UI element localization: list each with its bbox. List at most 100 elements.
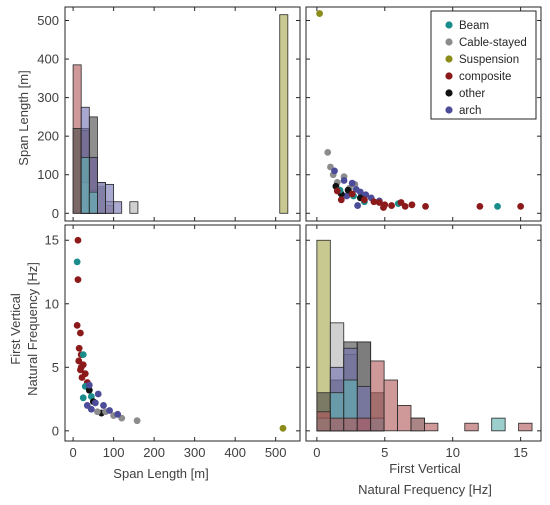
x-axis-label-frequency-line1: First Vertical — [389, 461, 461, 476]
point-beam-17 — [79, 394, 87, 402]
bar-composite-26 — [410, 417, 425, 432]
point-suspension-0 — [316, 10, 323, 17]
x-axis-label-span-length: Span Length [m] — [113, 466, 208, 481]
y-tick-label: 200 — [37, 129, 59, 144]
x-tick-label: 500 — [265, 445, 287, 460]
point-cable-stayed-1 — [324, 148, 332, 156]
point-cable-stayed-25 — [133, 417, 141, 425]
y-tick-label: 500 — [37, 13, 59, 28]
bar-other-5 — [72, 128, 82, 214]
y-axis-label-frequency-line2: Natural Frequency [Hz] — [25, 262, 40, 396]
legend-label-arch: arch — [459, 105, 481, 117]
point-arch-8 — [331, 167, 338, 175]
point-arch-31 — [106, 407, 113, 414]
bar-arch-17 — [105, 183, 115, 214]
bar-arch-16 — [97, 182, 106, 214]
panel-bottom-left: 0 100 200 300 400 500 0 5 10 15 — [45, 224, 301, 460]
x-tick-label: 400 — [224, 445, 246, 460]
bar-composite-22 — [356, 417, 372, 432]
bar-cable-stayed-13 — [129, 201, 139, 214]
legend-marker-beam — [445, 21, 453, 29]
point-arch-12 — [356, 188, 364, 196]
point-composite-38 — [422, 202, 429, 210]
point-composite-2 — [74, 276, 82, 284]
legend-marker-composite — [445, 72, 453, 80]
point-composite-28 — [337, 196, 345, 204]
point-beam-26 — [494, 202, 501, 210]
point-composite-39 — [476, 202, 484, 210]
legend: Beam Cable-stayed Suspension composite o… — [430, 10, 537, 120]
y-axis-label-span-length: Span Length [m] — [16, 70, 31, 165]
legend-marker-cable-stayed — [445, 38, 453, 46]
axes-frame — [64, 6, 301, 222]
x-axis-label-frequency-line2: Natural Frequency [Hz] — [358, 482, 492, 497]
y-tick-label: 15 — [45, 233, 59, 248]
legend-marker-other — [445, 89, 453, 97]
point-composite-5 — [75, 344, 83, 352]
y-tick-label: 300 — [37, 90, 59, 105]
bar-composite-19 — [316, 411, 331, 432]
y-tick-label: 100 — [37, 167, 59, 182]
bar-composite-20 — [329, 417, 345, 432]
point-composite-4 — [77, 329, 84, 337]
x-tick-label: 0 — [313, 445, 320, 460]
point-arch-32 — [114, 410, 122, 418]
x-tick-label: 300 — [184, 445, 206, 460]
x-tick-label: 5 — [381, 445, 388, 460]
x-tick-label: 200 — [143, 445, 165, 460]
legend-marker-arch — [445, 106, 453, 114]
point-arch-15 — [343, 192, 351, 200]
bar-composite-29 — [518, 422, 533, 432]
bar-composite-27 — [424, 422, 439, 432]
panel-top-left: 0 100 200 300 400 500 — [37, 6, 301, 222]
axes-frame — [305, 6, 542, 222]
x-tick-label: 100 — [103, 445, 125, 460]
point-composite-27 — [333, 187, 341, 195]
panel-bottom-right: 0 5 10 15 — [305, 224, 542, 460]
bar-composite-28 — [464, 422, 479, 432]
axes-frame — [64, 224, 301, 442]
point-composite-7 — [75, 357, 83, 365]
point-arch-28 — [91, 399, 99, 407]
y-tick-label: 400 — [37, 52, 59, 67]
panel-top-right — [305, 6, 542, 222]
point-beam-14 — [79, 351, 87, 358]
point-cable-stayed-21 — [94, 408, 101, 416]
legend-label-cable-stayed: Cable-stayed — [459, 37, 527, 49]
point-arch-29 — [94, 390, 102, 398]
bar-composite-24 — [383, 379, 398, 432]
point-arch-10 — [348, 179, 356, 187]
point-beam-1 — [73, 258, 81, 266]
point-composite-36 — [401, 202, 409, 210]
bar-composite-21 — [343, 417, 358, 432]
point-composite-32 — [375, 199, 383, 206]
bar-composite-23 — [370, 360, 385, 432]
legend-box — [430, 10, 537, 120]
bar-arch-18 — [113, 201, 123, 214]
x-tick-label: 10 — [445, 445, 459, 460]
x-tick-label: 15 — [513, 445, 527, 460]
bar-beam-20 — [88, 191, 98, 214]
y-tick-label: 10 — [45, 296, 59, 311]
point-composite-34 — [388, 202, 395, 209]
point-composite-29 — [348, 190, 356, 198]
bar-composite-25 — [397, 405, 412, 432]
point-arch-33 — [85, 381, 93, 389]
bar-beam-19 — [80, 156, 90, 214]
bar-beam-18 — [491, 417, 506, 432]
point-arch-30 — [100, 402, 107, 409]
point-composite-31 — [370, 198, 378, 206]
legend-label-beam: Beam — [459, 20, 489, 32]
point-arch-9 — [340, 177, 348, 184]
point-composite-3 — [73, 321, 81, 329]
legend-label-other: other — [459, 88, 485, 100]
point-composite-40 — [517, 202, 525, 210]
legend-marker-suspension — [445, 55, 453, 63]
point-composite-37 — [408, 201, 416, 209]
axes-frame — [305, 224, 542, 442]
y-tick-label: 0 — [52, 206, 59, 221]
point-arch-27 — [87, 405, 95, 413]
point-composite-0 — [74, 236, 82, 244]
point-other-18 — [85, 386, 93, 394]
